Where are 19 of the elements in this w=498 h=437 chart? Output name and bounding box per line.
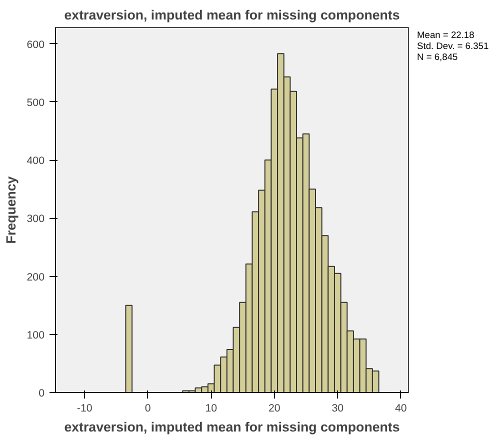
x-tick-label: 30 (332, 402, 344, 414)
x-tick-label: 20 (268, 402, 280, 414)
x-tick-label: -10 (76, 402, 92, 414)
y-tick-label: 600 (26, 38, 45, 51)
y-tick-label: 500 (26, 96, 45, 109)
text: N = 6,845 (417, 52, 458, 62)
text: Mean = 22.18 (417, 30, 474, 40)
chart-title: extraversion, imputed mean for missing components (64, 8, 400, 22)
x-tick-label: 10 (205, 402, 218, 414)
y-axis-title: Frequency (4, 176, 19, 244)
y-tick-label: 0 (38, 388, 45, 400)
x-tick-label: 0 (144, 402, 151, 414)
x-axis-title: extraversion, imputed mean for missing components (64, 420, 400, 434)
y-tick-label: 100 (26, 329, 45, 342)
x-tick-label: 40 (394, 402, 407, 414)
y-tick-label: 200 (26, 271, 45, 284)
y-tick-label: 300 (26, 213, 45, 226)
y-tick-label: 400 (26, 155, 45, 168)
text: Std. Dev. = 6.351 (417, 41, 489, 52)
